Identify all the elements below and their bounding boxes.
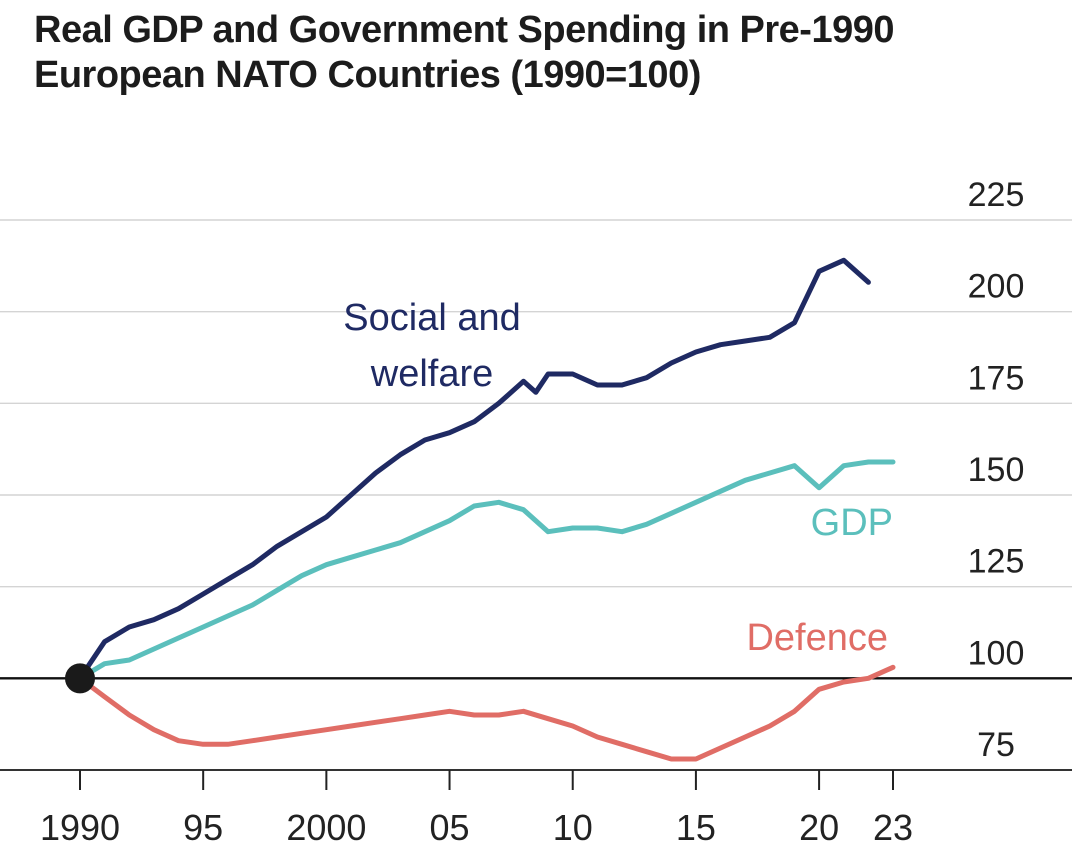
x-tick-label: 1990 bbox=[40, 807, 120, 848]
series-line-defence bbox=[77, 664, 896, 762]
x-tick-label: 15 bbox=[676, 807, 716, 848]
series-lines bbox=[77, 257, 896, 762]
series-line-social bbox=[77, 257, 871, 681]
series-line-gdp bbox=[77, 459, 896, 681]
series-label-social: Social and bbox=[343, 297, 520, 339]
x-tick-label: 2000 bbox=[286, 807, 366, 848]
chart-title: Real GDP and Government Spending in Pre-… bbox=[34, 8, 1034, 98]
y-tick-label: 100 bbox=[968, 634, 1025, 672]
y-tick-label: 200 bbox=[968, 268, 1025, 306]
y-tick-label: 175 bbox=[968, 359, 1025, 397]
chart-title-line-1: Real GDP and Government Spending in Pre-… bbox=[34, 9, 894, 51]
y-tick-label: 125 bbox=[968, 543, 1025, 581]
chart-title-line-2: European NATO Countries (1990=100) bbox=[34, 53, 701, 96]
series-label-social: welfare bbox=[370, 353, 494, 395]
origin-dot bbox=[65, 663, 95, 694]
x-tick-label: 20 bbox=[799, 807, 839, 848]
x-tick-label: 95 bbox=[183, 807, 223, 848]
y-tick-label: 225 bbox=[968, 176, 1025, 214]
series-label-gdp: GDP bbox=[811, 502, 893, 544]
origin-marker bbox=[65, 663, 95, 694]
x-tick-label: 10 bbox=[553, 807, 593, 848]
x-tick-label: 23 bbox=[873, 807, 913, 848]
x-tick-label: 05 bbox=[430, 807, 470, 848]
series-labels: Social and welfare GDP Defence bbox=[343, 297, 893, 659]
x-axis: 1990 95 2000 05 10 15 20 23 bbox=[40, 770, 913, 848]
y-tick-label: 150 bbox=[968, 451, 1025, 489]
y-axis-ticks: 225 200 175 150 125 100 75 bbox=[968, 176, 1025, 764]
y-tick-label: 75 bbox=[977, 726, 1015, 764]
gridlines bbox=[0, 219, 1072, 771]
series-label-defence: Defence bbox=[746, 617, 888, 659]
